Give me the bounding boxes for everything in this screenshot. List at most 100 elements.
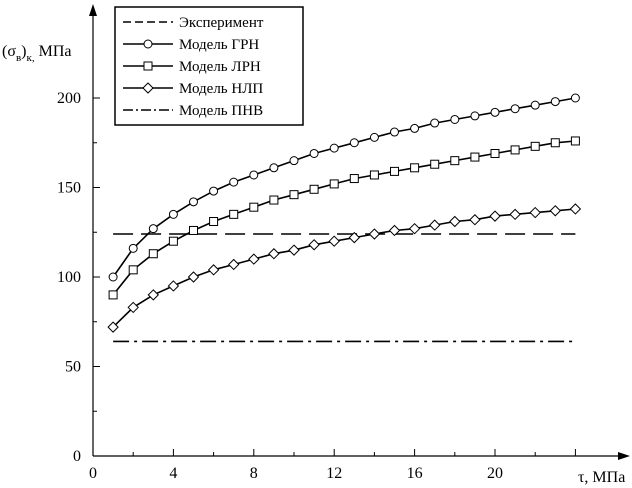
data-point bbox=[430, 118, 440, 128]
data-point bbox=[209, 217, 219, 227]
data-point bbox=[329, 179, 339, 189]
data-point bbox=[510, 104, 520, 114]
data-point bbox=[450, 114, 460, 124]
series-3 bbox=[108, 136, 580, 300]
data-point bbox=[569, 203, 582, 215]
data-point bbox=[570, 93, 580, 103]
data-point bbox=[229, 177, 239, 187]
data-point bbox=[207, 264, 220, 276]
data-point bbox=[289, 156, 299, 166]
y-tick-label: 200 bbox=[57, 90, 81, 107]
data-point bbox=[509, 208, 521, 221]
data-point bbox=[450, 156, 460, 166]
data-point bbox=[489, 210, 501, 222]
data-point bbox=[348, 231, 361, 244]
x-axis-title: τ, МПа bbox=[578, 469, 625, 486]
data-point bbox=[108, 290, 118, 300]
x-tick-label: 12 bbox=[326, 465, 342, 482]
data-point bbox=[289, 190, 299, 200]
data-point bbox=[108, 272, 118, 282]
legend-label: Модель НЛП bbox=[179, 81, 263, 97]
data-point bbox=[167, 280, 180, 292]
data-point bbox=[430, 159, 440, 169]
data-point bbox=[470, 152, 480, 162]
data-point bbox=[269, 195, 279, 205]
legend-marker bbox=[142, 82, 154, 94]
data-point bbox=[368, 228, 381, 240]
x-tick-label: 16 bbox=[407, 465, 423, 482]
series-line bbox=[112, 208, 576, 328]
series-layer bbox=[107, 93, 582, 343]
data-point bbox=[309, 148, 319, 158]
data-point bbox=[249, 170, 259, 180]
x-tick-label: 20 bbox=[487, 465, 503, 482]
data-point bbox=[209, 186, 219, 196]
series-2 bbox=[108, 93, 580, 282]
legend-marker bbox=[143, 39, 153, 49]
data-point bbox=[470, 111, 480, 121]
y-tick-label: 100 bbox=[57, 269, 81, 286]
data-point bbox=[530, 100, 540, 110]
data-point bbox=[308, 239, 320, 251]
data-point bbox=[390, 127, 399, 137]
data-point bbox=[189, 225, 198, 235]
data-point bbox=[269, 163, 279, 173]
series-4 bbox=[107, 203, 582, 333]
y-tick-label: 0 bbox=[73, 448, 81, 465]
data-point bbox=[490, 148, 500, 158]
x-tick-label: 0 bbox=[89, 465, 97, 482]
data-point bbox=[410, 123, 420, 133]
data-point bbox=[349, 138, 359, 148]
data-point bbox=[530, 141, 540, 151]
data-point bbox=[550, 97, 560, 107]
data-point bbox=[469, 214, 481, 226]
data-point bbox=[227, 258, 240, 271]
data-point bbox=[147, 289, 160, 301]
data-point bbox=[229, 209, 239, 219]
data-point bbox=[449, 215, 461, 228]
series-line bbox=[112, 140, 576, 296]
x-axis-arrow bbox=[618, 452, 630, 460]
data-point bbox=[428, 219, 441, 231]
data-point bbox=[248, 253, 260, 265]
data-point bbox=[510, 145, 520, 155]
data-point bbox=[148, 249, 158, 259]
legend-label: Эксперимент bbox=[179, 15, 264, 31]
data-point bbox=[549, 205, 562, 217]
data-point bbox=[408, 222, 421, 235]
data-point bbox=[570, 136, 580, 146]
data-point bbox=[410, 163, 420, 173]
data-point bbox=[168, 209, 178, 219]
x-tick-label: 4 bbox=[169, 465, 177, 482]
data-point bbox=[148, 224, 158, 234]
data-point bbox=[349, 174, 359, 184]
data-point bbox=[128, 243, 138, 253]
legend-label: Модель ПНВ bbox=[179, 103, 263, 119]
y-tick-label: 50 bbox=[65, 359, 81, 376]
x-tick-label: 8 bbox=[250, 465, 258, 482]
data-point bbox=[490, 107, 500, 117]
data-point bbox=[550, 138, 560, 148]
data-point bbox=[369, 170, 379, 180]
legend-label: Модель ГРН bbox=[179, 37, 259, 53]
data-point bbox=[329, 143, 339, 153]
data-point bbox=[187, 271, 200, 283]
data-point bbox=[288, 244, 300, 256]
data-point bbox=[127, 301, 139, 314]
data-point bbox=[249, 202, 259, 212]
legend-label: Модель ЛРН bbox=[179, 59, 261, 75]
data-point bbox=[168, 236, 178, 246]
y-tick-label: 150 bbox=[57, 180, 81, 197]
y-axis-title: (σв)к, МПа bbox=[2, 43, 71, 64]
data-point bbox=[268, 248, 280, 260]
legend-marker bbox=[143, 61, 153, 71]
data-point bbox=[328, 235, 340, 247]
legend: Эксперимент Модель ГРН Модель ЛРН Модель НЛ… bbox=[114, 6, 304, 126]
data-point bbox=[369, 132, 379, 142]
y-axis-arrow bbox=[89, 4, 97, 16]
data-point bbox=[189, 197, 198, 207]
data-point bbox=[107, 321, 119, 333]
data-point bbox=[529, 206, 541, 219]
